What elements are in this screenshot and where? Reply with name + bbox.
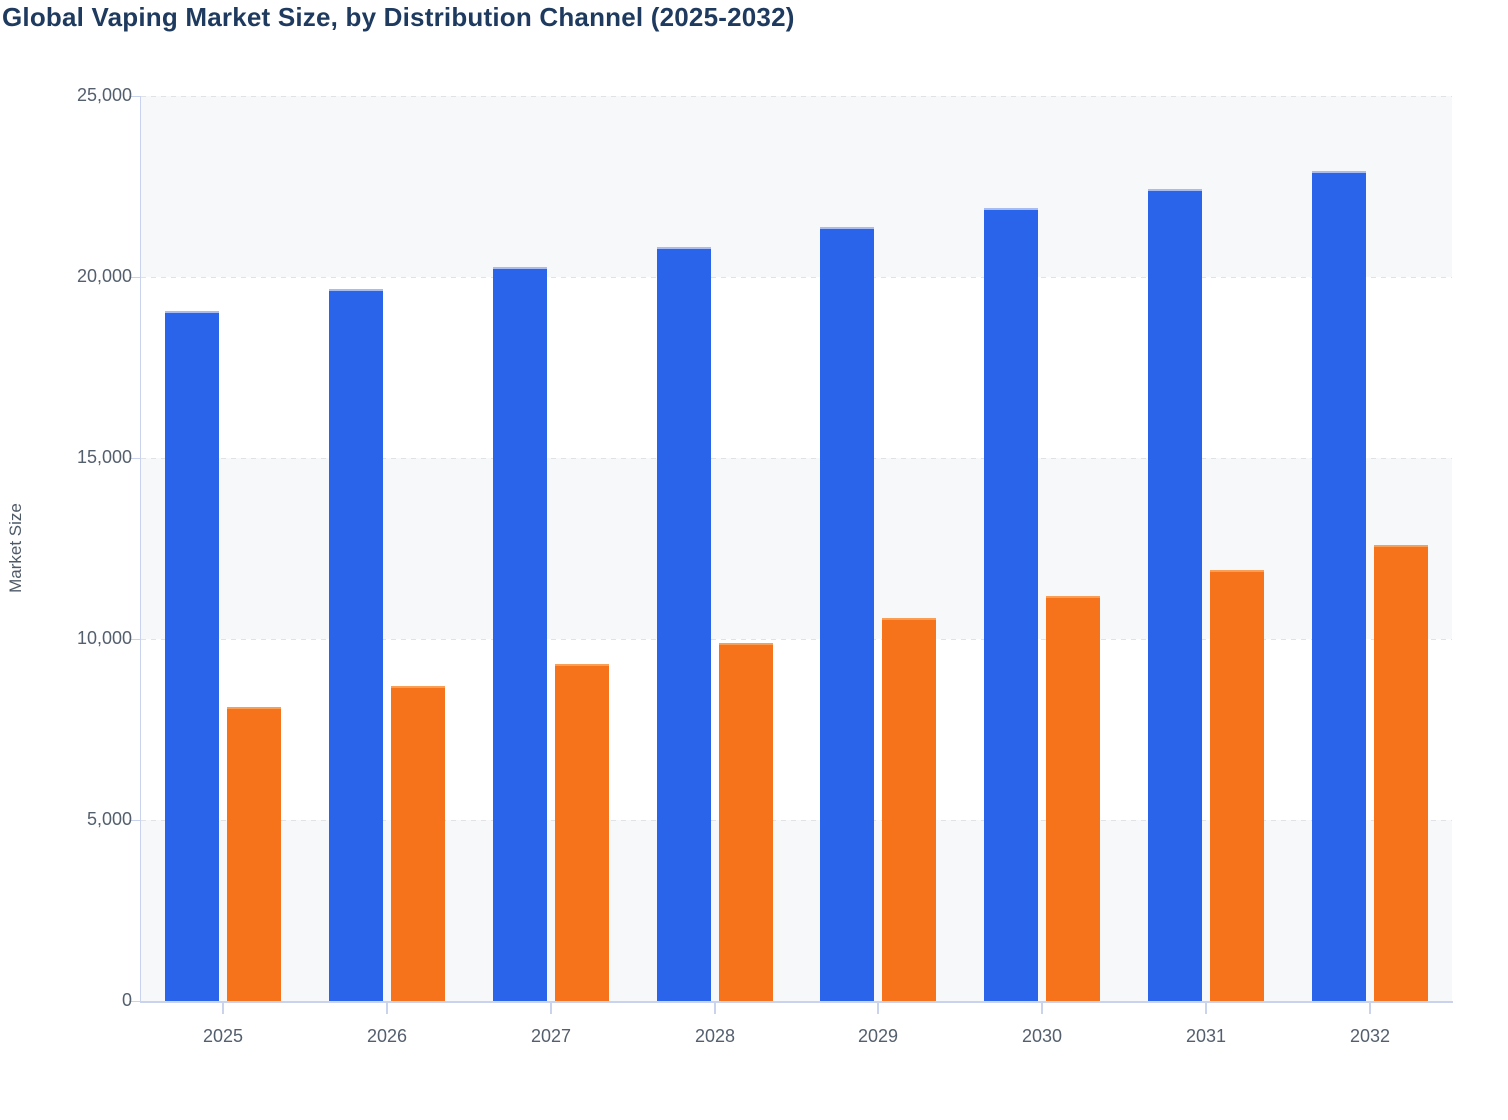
x-axis-tick <box>714 1003 716 1014</box>
bar-series-orange-2027[interactable] <box>555 664 609 1001</box>
y-axis-tick <box>129 1001 141 1002</box>
bar-series-blue-2031[interactable] <box>1148 189 1202 1001</box>
bar-series-orange-2031[interactable] <box>1210 570 1264 1001</box>
bar-series-orange-2029[interactable] <box>882 618 936 1001</box>
gridline <box>141 458 1452 459</box>
x-tick-label-2028: 2028 <box>694 1026 736 1046</box>
bar-series-orange-2028[interactable] <box>719 643 773 1001</box>
x-tick-label-2029: 2029 <box>857 1026 899 1046</box>
bar-series-orange-2032[interactable] <box>1374 545 1428 1001</box>
x-tick-label-2026: 2026 <box>366 1026 408 1046</box>
bar-series-blue-2028[interactable] <box>657 247 711 1001</box>
bar-series-blue-2032[interactable] <box>1312 171 1366 1001</box>
y-axis-line <box>140 96 141 1002</box>
x-tick-label-2032: 2032 <box>1349 1026 1391 1046</box>
bar-series-orange-2030[interactable] <box>1046 596 1100 1001</box>
y-tick-label-25000: 25,000 <box>76 85 132 105</box>
x-axis-tick <box>1041 1003 1043 1014</box>
x-axis-tick <box>877 1003 879 1014</box>
x-axis-tick <box>1369 1003 1371 1014</box>
gridline <box>141 96 1452 97</box>
y-axis-tick <box>129 820 141 821</box>
x-axis-tick <box>1205 1003 1207 1014</box>
x-axis-line <box>140 1001 1453 1003</box>
y-tick-label-15000: 15,000 <box>76 447 132 467</box>
gridline <box>141 277 1452 278</box>
bar-series-orange-2026[interactable] <box>391 686 445 1001</box>
y-axis-tick <box>129 96 141 97</box>
x-axis-tick <box>550 1003 552 1014</box>
bar-series-blue-2029[interactable] <box>820 227 874 1001</box>
plot-area <box>141 96 1452 1001</box>
y-tick-label-20000: 20,000 <box>76 266 132 286</box>
x-tick-label-2025: 2025 <box>202 1026 244 1046</box>
x-axis-tick <box>222 1003 224 1014</box>
split-area-band <box>141 96 1452 277</box>
x-axis-tick <box>386 1003 388 1014</box>
gridline <box>141 820 1452 821</box>
y-tick-label-0: 0 <box>121 990 132 1010</box>
x-tick-label-2030: 2030 <box>1021 1026 1063 1046</box>
x-tick-label-2027: 2027 <box>530 1026 572 1046</box>
bar-series-blue-2030[interactable] <box>984 208 1038 1001</box>
gridline <box>141 639 1452 640</box>
y-axis-title: Market Size <box>6 503 25 593</box>
y-axis-tick <box>129 639 141 640</box>
y-axis-tick <box>129 277 141 278</box>
bar-series-orange-2025[interactable] <box>227 707 281 1001</box>
y-tick-label-10000: 10,000 <box>76 628 132 648</box>
chart-title: Global Vaping Market Size, by Distributi… <box>2 2 795 32</box>
bar-series-blue-2027[interactable] <box>493 267 547 1001</box>
x-tick-label-2031: 2031 <box>1185 1026 1227 1046</box>
bar-series-blue-2025[interactable] <box>165 311 219 1001</box>
bar-series-blue-2026[interactable] <box>329 289 383 1001</box>
y-tick-label-5000: 5,000 <box>86 809 132 829</box>
y-axis-tick <box>129 458 141 459</box>
